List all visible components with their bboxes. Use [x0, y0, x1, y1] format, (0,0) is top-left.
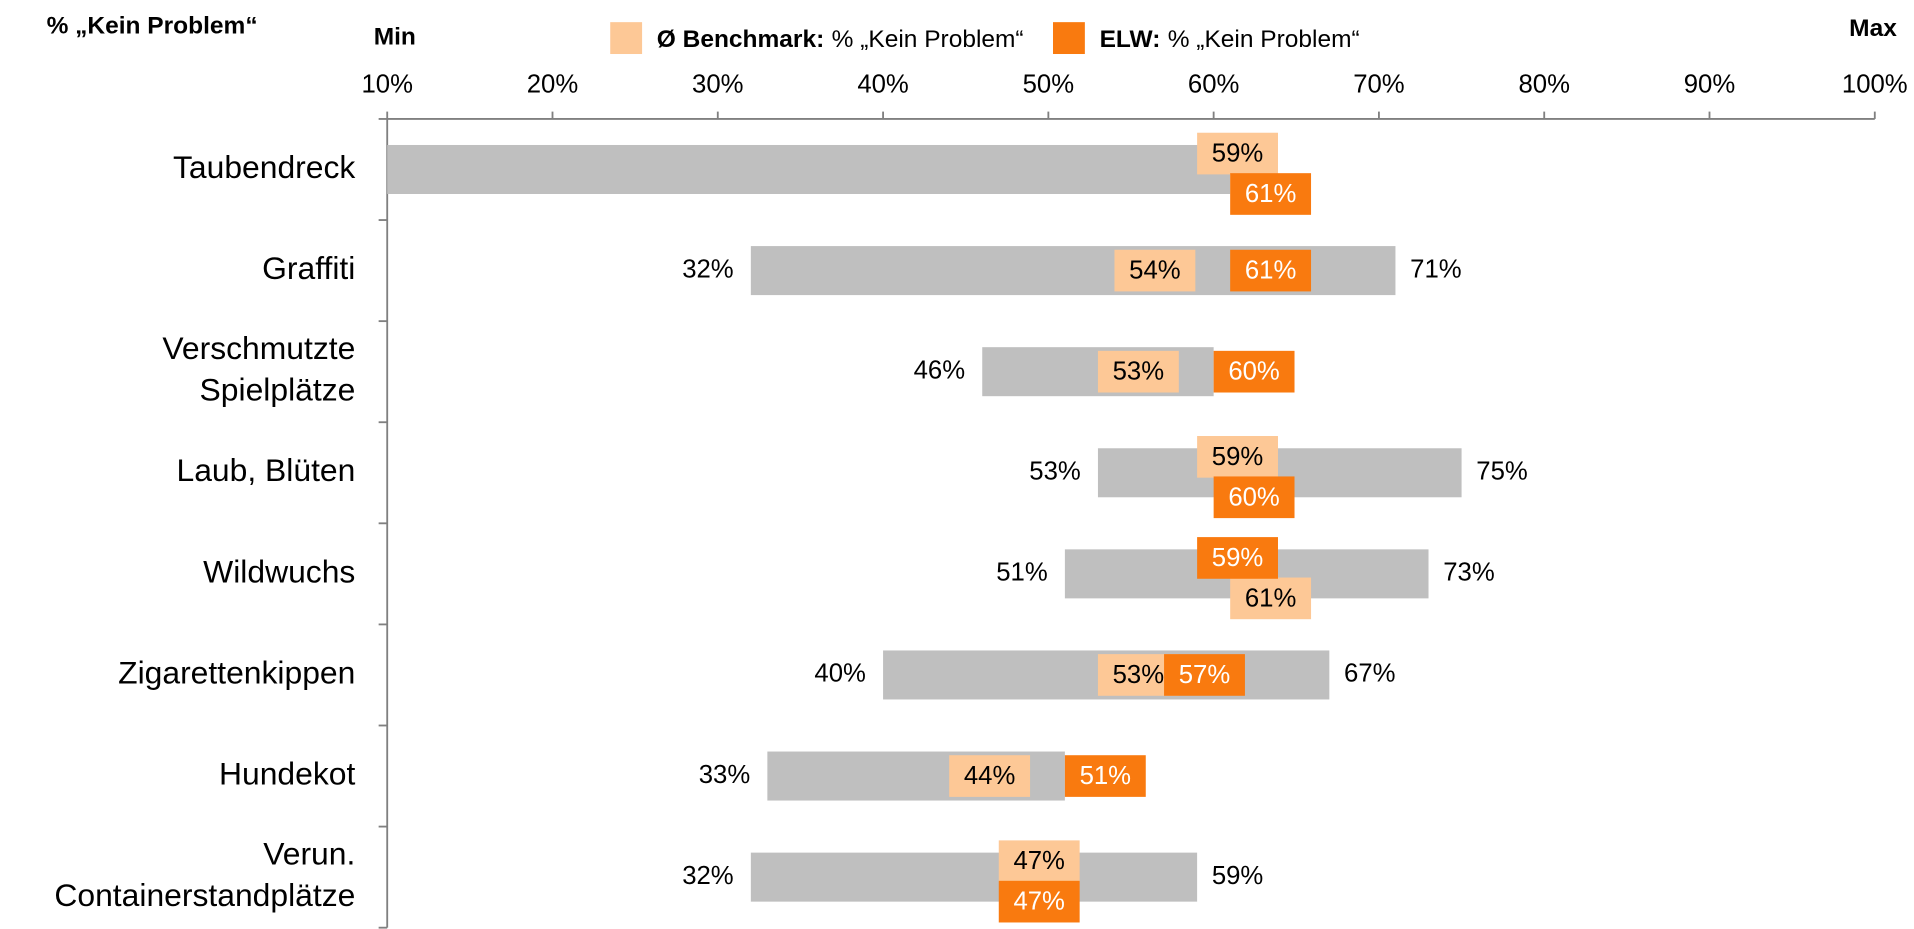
marker-label: 53%	[1113, 358, 1164, 386]
marker-box	[1230, 249, 1312, 292]
min-label: 46%	[914, 356, 965, 384]
min-label: 33%	[699, 761, 750, 789]
marker-box	[1230, 577, 1312, 620]
marker-box	[1164, 654, 1245, 696]
marker-label: 44%	[964, 762, 1015, 790]
marker-box	[1230, 173, 1312, 215]
marker-label: 47%	[1013, 847, 1064, 875]
max-label: 71%	[1410, 255, 1461, 283]
marker-box	[1097, 350, 1179, 393]
marker-box	[949, 755, 1031, 797]
x-tick-label: 50%	[1023, 71, 1074, 99]
marker-label: 59%	[1212, 140, 1263, 168]
max-label: 67%	[1344, 660, 1395, 688]
marker-box	[1197, 132, 1278, 175]
marker-label: 60%	[1228, 483, 1279, 511]
marker-label: 47%	[1013, 888, 1064, 916]
marker-box	[1213, 350, 1295, 393]
range-bar	[750, 852, 1198, 902]
min-label: 53%	[1029, 458, 1080, 486]
axis-title: % „Kein Problem“	[47, 13, 258, 40]
marker-label: 61%	[1245, 257, 1296, 285]
x-tick-label: 70%	[1353, 71, 1404, 99]
x-tick-label: 10%	[361, 71, 412, 99]
marker-label: 51%	[1080, 762, 1131, 790]
x-tick-label: 100%	[1842, 71, 1908, 99]
x-tick-label: 90%	[1684, 71, 1735, 99]
legend-label: Ø Benchmark:	[657, 26, 824, 53]
range-bar	[387, 144, 1231, 195]
marker-box	[1197, 436, 1278, 478]
x-tick-label: 60%	[1188, 71, 1239, 99]
marker-box	[1064, 755, 1146, 797]
legend-swatch	[610, 22, 643, 55]
category-label: Hundekot	[219, 755, 355, 791]
min-label: 40%	[814, 660, 865, 688]
category-label: Verun. Containerstandplätze	[54, 836, 355, 914]
category-label: Laub, Blüten	[177, 452, 356, 488]
max-label: 59%	[1212, 862, 1263, 890]
x-tick-label: 80%	[1518, 71, 1569, 99]
marker-box	[1114, 249, 1196, 292]
category-label: Zigarettenkippen	[118, 654, 355, 690]
marker-box	[1213, 476, 1295, 519]
min-label: 51%	[996, 559, 1047, 587]
marker-label: 59%	[1212, 544, 1263, 572]
marker-label: 53%	[1113, 661, 1164, 689]
x-tick-label: 40%	[857, 71, 908, 99]
max-header: Max	[1849, 15, 1897, 42]
marker-label: 61%	[1245, 180, 1296, 208]
marker-box	[1197, 537, 1278, 579]
marker-label: 57%	[1179, 661, 1230, 689]
legend-note: % „Kein Problem“	[1168, 26, 1360, 53]
x-tick-label: 30%	[692, 71, 743, 99]
max-label: 75%	[1476, 458, 1527, 486]
legend-swatch	[1053, 22, 1085, 55]
marker-label: 61%	[1245, 584, 1296, 612]
x-tick-label: 20%	[527, 71, 578, 99]
min-label: 32%	[682, 255, 733, 283]
category-label: Wildwuchs	[203, 553, 355, 589]
max-label: 73%	[1443, 559, 1494, 587]
min-header: Min	[374, 24, 416, 51]
category-label: Verschmutzte Spielplätze	[162, 330, 355, 408]
min-label: 32%	[682, 862, 733, 890]
category-label: Graffiti	[262, 250, 355, 286]
marker-box	[998, 840, 1080, 883]
marker-label: 54%	[1129, 257, 1180, 285]
legend-note: % „Kein Problem“	[832, 26, 1024, 53]
legend-label: ELW:	[1100, 26, 1161, 53]
marker-label: 60%	[1228, 358, 1279, 386]
marker-label: 59%	[1212, 443, 1263, 471]
marker-box	[998, 880, 1080, 923]
category-label: Taubendreck	[173, 149, 355, 185]
